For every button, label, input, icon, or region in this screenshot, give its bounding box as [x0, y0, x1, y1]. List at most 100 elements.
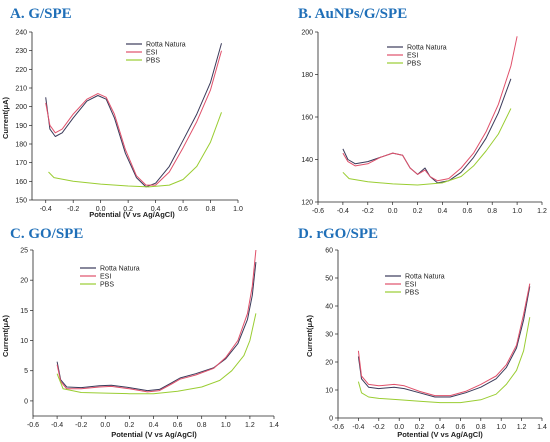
series-line-esi [45, 50, 222, 186]
y-tick-label: 20 [325, 360, 333, 367]
x-tick-label: 1.0 [512, 208, 522, 215]
legend-label: Rotta Natura [146, 42, 186, 49]
y-tick-label: 190 [15, 123, 27, 130]
x-tick-label: -0.2 [362, 208, 374, 215]
panel-c-gospe: C. GO/SPE -0.6 -0.4 -0.2 0.0 0.2 0.4 0.6 0.8 1.0 1… [1, 226, 279, 439]
series-line-esi [342, 36, 518, 182]
x-axis-label: Potential (V vs Ag/AgCl) [111, 430, 197, 439]
legend-label: Rotta Natura [405, 274, 445, 281]
panel-b-aunps-gspe: B. AuNPs/G/SPE -0.6 -0.4 -0.2 0.0 0.2 0.4 0.6 0.… [298, 6, 547, 215]
x-tick-label: 0.8 [487, 208, 497, 215]
y-tick-label: 60 [325, 248, 333, 255]
x-tick-label: -0.4 [352, 424, 364, 431]
y-tick-label: 15 [20, 308, 28, 315]
panel-title: B. AuNPs/G/SPE [298, 6, 407, 22]
x-tick-label: 1.2 [245, 422, 255, 429]
x-tick-label: 0.2 [125, 422, 135, 429]
x-tick-label: -0.4 [40, 206, 52, 213]
y-tick-label: 200 [15, 104, 27, 111]
legend-label: ESI [146, 50, 157, 57]
series-line-pbs [48, 112, 222, 188]
x-tick-label: -0.2 [67, 206, 79, 213]
series-line-pbs [56, 313, 257, 395]
x-tick-label: 0.4 [435, 424, 445, 431]
y-tick-label: 40 [325, 304, 333, 311]
x-tick-label: 0.4 [151, 206, 161, 213]
series-line-rotta-natura [56, 262, 257, 392]
x-tick-label: 1.0 [496, 424, 506, 431]
series-line-rotta-natura [45, 43, 222, 188]
panel-a-gspe: A. G/SPE -0.4 -0.2 0.0 0.2 0.4 0.6 0.8 1.0 150 160… [1, 6, 243, 219]
x-tick-label: 0.0 [96, 206, 106, 213]
y-tick-label: 210 [15, 86, 27, 93]
y-tick-label: 170 [15, 160, 27, 167]
y-tick-label: 160 [15, 179, 27, 186]
x-tick-label: 0.4 [438, 208, 448, 215]
y-tick-label: 10 [20, 338, 28, 345]
x-axis-label: Potential (V vs Ag/AgCl) [89, 210, 175, 219]
x-tick-label: 0.2 [123, 206, 133, 213]
x-tick-label: 0.6 [173, 422, 183, 429]
x-tick-label: 0.6 [456, 424, 466, 431]
panel-title: C. GO/SPE [10, 226, 83, 242]
x-tick-label: 0.2 [415, 424, 425, 431]
x-tick-label: 0.0 [394, 424, 404, 431]
legend-label: Rotta Natura [100, 266, 140, 273]
legend-label: ESI [100, 274, 111, 281]
x-tick-label: -0.4 [51, 422, 63, 429]
x-axis-label: Potential (V vs Ag/AgCl) [397, 430, 483, 439]
series-line-esi [357, 283, 531, 397]
x-tick-label: -0.4 [337, 208, 349, 215]
x-tick-label: 0.0 [388, 208, 398, 215]
series-line-pbs [357, 317, 531, 404]
panel-title: D. rGO/SPE [298, 226, 378, 242]
x-tick-label: 0.8 [197, 422, 207, 429]
series-line-pbs [342, 108, 512, 186]
legend-label: PBS [100, 282, 114, 289]
x-tick-label: 1.2 [517, 424, 527, 431]
panel-d-rgospe: D. rGO/SPE -0.6 -0.4 -0.2 0.0 0.2 0.4 0.6 0.8 1.0… [298, 226, 547, 439]
x-tick-label: 0.0 [100, 422, 110, 429]
y-tick-label: 230 [15, 48, 27, 55]
y-tick-label: 0 [329, 416, 333, 423]
x-tick-label: -0.2 [373, 424, 385, 431]
x-tick-label: 1.0 [221, 422, 231, 429]
y-axis-label: Current(μA) [1, 96, 10, 139]
y-tick-label: 25 [20, 248, 28, 255]
y-tick-label: 20 [20, 278, 28, 285]
y-tick-label: 120 [301, 200, 313, 207]
y-tick-label: 180 [301, 72, 313, 79]
x-tick-label: 0.4 [149, 422, 159, 429]
series-line-rotta-natura [342, 78, 512, 184]
panel-title: A. G/SPE [10, 6, 72, 22]
legend-label: PBS [146, 58, 160, 65]
y-tick-label: 240 [15, 30, 27, 37]
y-tick-label: 160 [301, 115, 313, 122]
y-axis-label: Current(μA) [305, 314, 314, 357]
x-tick-label: -0.6 [27, 422, 39, 429]
x-tick-label: 0.6 [462, 208, 472, 215]
series-line-esi [56, 249, 257, 393]
legend-label: PBS [405, 290, 419, 297]
y-tick-label: 30 [325, 332, 333, 339]
x-tick-label: 1.2 [537, 208, 547, 215]
x-tick-label: 0.8 [206, 206, 216, 213]
y-tick-label: 220 [15, 67, 27, 74]
x-tick-label: 1.4 [269, 422, 279, 429]
y-tick-label: 150 [15, 198, 27, 205]
legend-label: Rotta Natura [407, 45, 447, 52]
x-tick-label: 1.4 [537, 424, 547, 431]
y-tick-label: 180 [15, 142, 27, 149]
y-tick-label: 0 [24, 398, 28, 405]
y-tick-label: 5 [24, 368, 28, 375]
legend-label: PBS [407, 61, 421, 68]
x-tick-label: -0.2 [75, 422, 87, 429]
legend-label: ESI [407, 53, 418, 60]
legend-label: ESI [405, 282, 416, 289]
x-tick-label: 0.2 [413, 208, 423, 215]
x-tick-label: 0.6 [178, 206, 188, 213]
y-tick-label: 200 [301, 30, 313, 37]
y-tick-label: 140 [301, 157, 313, 164]
x-tick-label: 1.0 [233, 206, 243, 213]
